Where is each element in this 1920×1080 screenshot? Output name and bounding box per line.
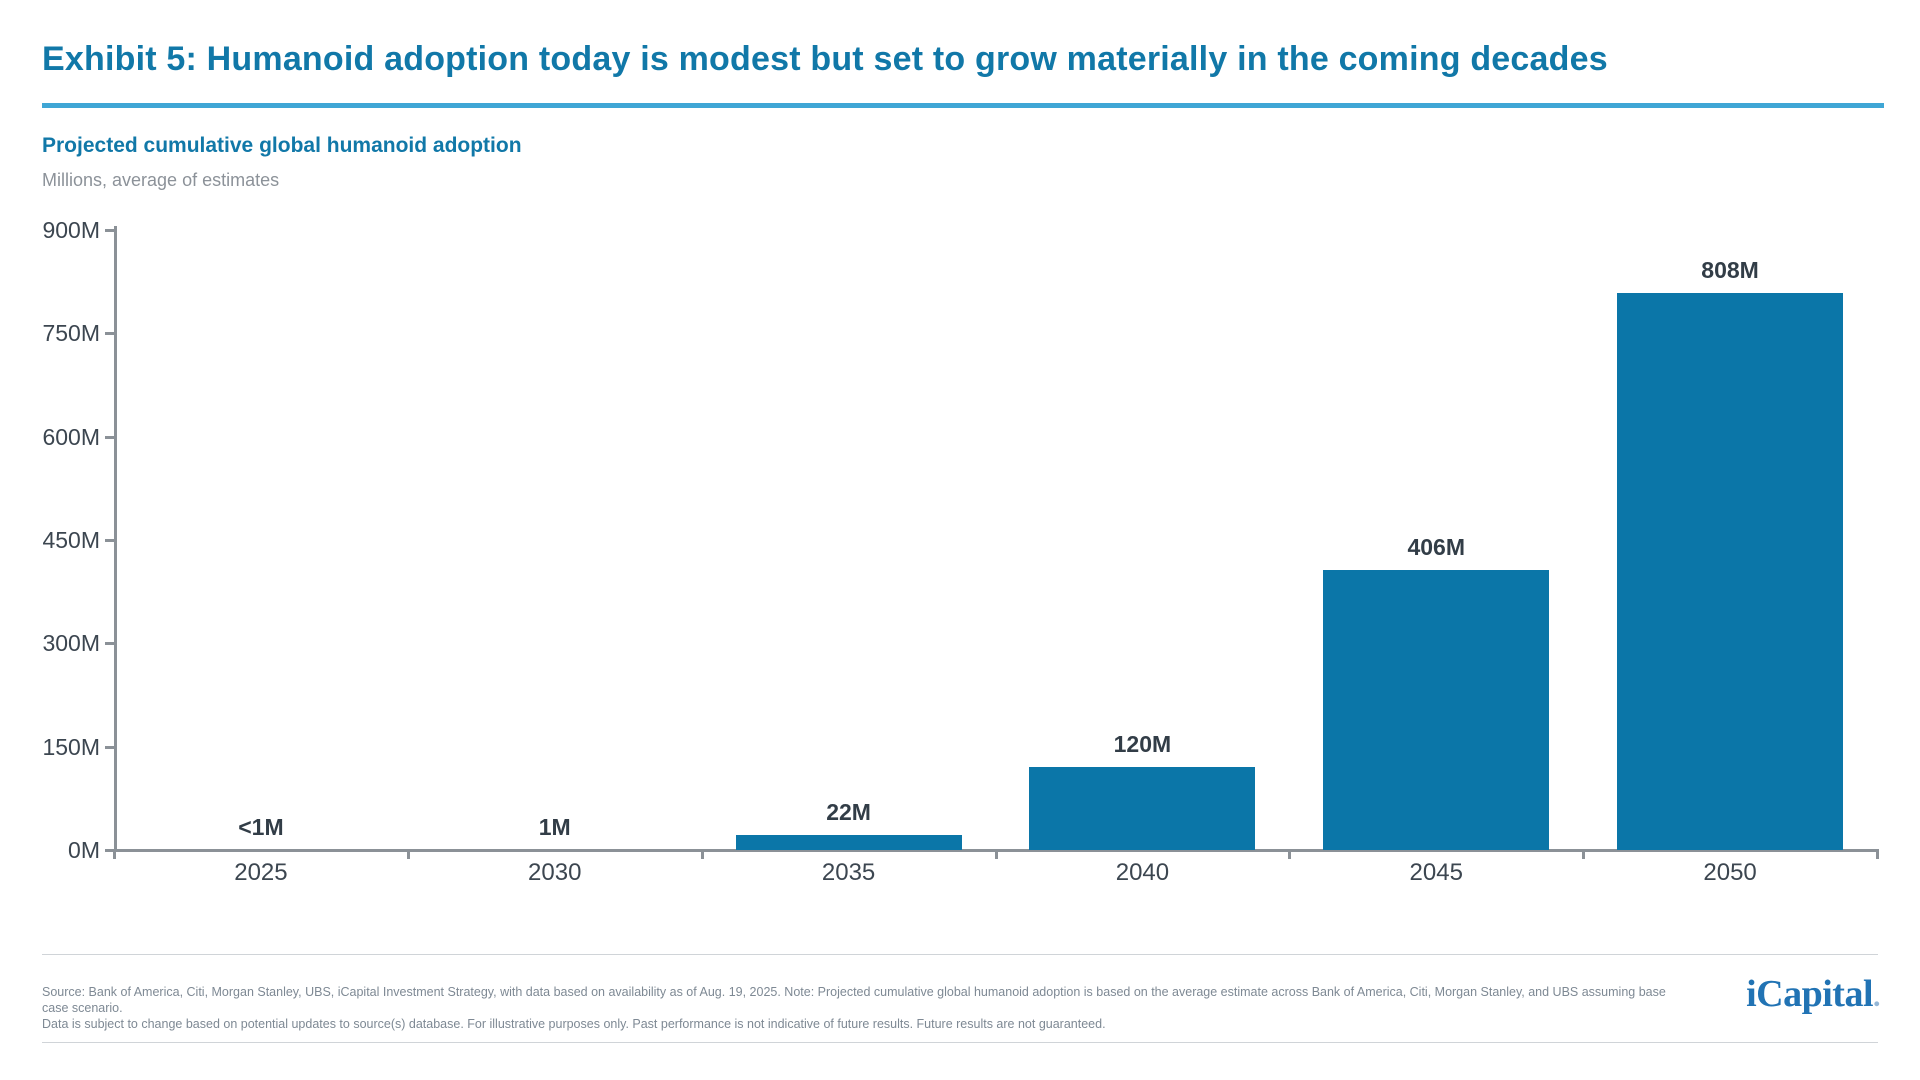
- icapital-logo-dot: .: [1873, 980, 1881, 1013]
- bar-value-label-2045: 406M: [1407, 534, 1466, 561]
- y-axis-tick-label: 750M: [42, 320, 100, 347]
- x-axis-tick: [994, 850, 998, 859]
- y-axis-tick-label: 150M: [42, 733, 100, 760]
- x-axis-label-2030: 2030: [528, 859, 582, 886]
- x-axis-tick: [1582, 850, 1586, 859]
- icapital-logo-text: iCapital: [1746, 973, 1873, 1015]
- title-underline: [42, 103, 1884, 108]
- y-axis-line: [114, 226, 117, 850]
- x-axis-label-2035: 2035: [821, 859, 876, 886]
- chart-subtitle: Projected cumulative global humanoid ado…: [42, 134, 522, 157]
- bar-2035: [735, 834, 962, 850]
- y-axis-tick-label: 300M: [42, 630, 100, 657]
- y-axis-tick: [105, 539, 114, 542]
- x-axis-tick: [406, 850, 410, 859]
- y-axis-tick-label: 900M: [42, 217, 100, 243]
- y-axis-tick: [105, 435, 114, 439]
- y-axis-tick-label: 600M: [42, 423, 100, 450]
- plot-area: 0M 150M 300M 450M 600M 750M 900M <1M 2025 1M 2030 2…: [42, 217, 1879, 886]
- chart-unit-note: Millions, average of estimates: [42, 170, 280, 190]
- bar-value-label-2035: 22M: [826, 798, 871, 825]
- x-axis-label-2025: 2025: [234, 859, 288, 886]
- footer-divider-bottom: [42, 1042, 1878, 1043]
- y-axis-tick: [105, 229, 114, 232]
- x-axis-tick: [1876, 850, 1879, 859]
- bar-value-label-2025: <1M: [238, 814, 284, 840]
- footer-source-line-2: Data is subject to change based on poten…: [42, 1017, 1106, 1031]
- bar-2050: [1617, 293, 1844, 850]
- page-title: Exhibit 5: Humanoid adoption today is mo…: [42, 40, 1608, 78]
- x-axis-label-2050: 2050: [1703, 859, 1757, 886]
- y-axis-tick: [105, 745, 114, 749]
- bar-value-label-2030: 1M: [538, 814, 571, 840]
- bar-value-label-2050: 808M: [1701, 257, 1759, 284]
- bar-2045: [1323, 570, 1550, 850]
- footer-source-line-1: Source: Bank of America, Citi, Morgan St…: [42, 985, 1666, 1015]
- y-axis-tick-label: 450M: [42, 527, 100, 553]
- icapital-logo: iCapital.: [1746, 972, 1880, 1016]
- footer-divider-top: [42, 954, 1878, 955]
- y-axis-tick: [105, 849, 114, 852]
- x-axis-tick: [700, 850, 704, 859]
- bar-value-label-2040: 120M: [1113, 731, 1172, 758]
- y-axis-tick: [105, 332, 114, 336]
- footer-source-note: Source: Bank of America, Citi, Morgan St…: [42, 984, 1682, 1032]
- x-axis-label-2040: 2040: [1115, 859, 1170, 886]
- x-axis-label-2045: 2045: [1409, 859, 1463, 886]
- y-axis-tick-label: 0M: [68, 837, 100, 863]
- x-axis-tick: [113, 850, 116, 859]
- bar-2040: [1029, 767, 1256, 850]
- x-axis-tick: [1288, 850, 1292, 859]
- y-axis-tick: [105, 642, 114, 646]
